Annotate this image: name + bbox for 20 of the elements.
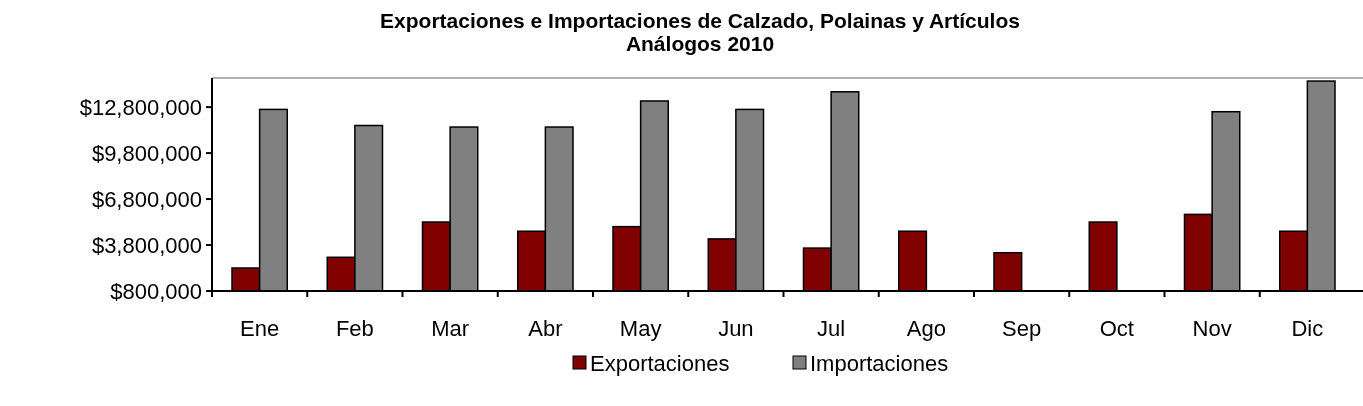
legend-label: Exportaciones (590, 350, 730, 376)
y-tick-label: $3,800,000 (91, 232, 202, 258)
x-tick-label: Sep (1002, 316, 1042, 341)
x-tick-label: Jul (817, 316, 846, 341)
x-tick-label: Ene (240, 316, 280, 341)
x-tick-label: Dic (1291, 316, 1324, 341)
y-tick-label: $800,000 (110, 278, 202, 304)
chart-title: Exportaciones e Importaciones de Calzado, Polainas y Artículos Análogos 2010 (380, 9, 1020, 55)
x-tick-label: Oct (1099, 316, 1134, 341)
y-tick-label: $12,800,000 (79, 94, 202, 120)
x-tick-label: Feb (335, 316, 374, 341)
x-tick-label: Mar (431, 316, 470, 341)
x-tick-label: Ago (906, 316, 946, 341)
x-tick-label: Jun (718, 316, 754, 341)
x-tick-label: Abr (528, 316, 563, 341)
legend-label: Importaciones (810, 350, 949, 376)
x-tick-label: May (619, 316, 662, 341)
y-tick-label: $6,800,000 (91, 186, 202, 212)
x-tick-label: Nov (1192, 316, 1232, 341)
y-tick-label: $9,800,000 (91, 140, 202, 166)
